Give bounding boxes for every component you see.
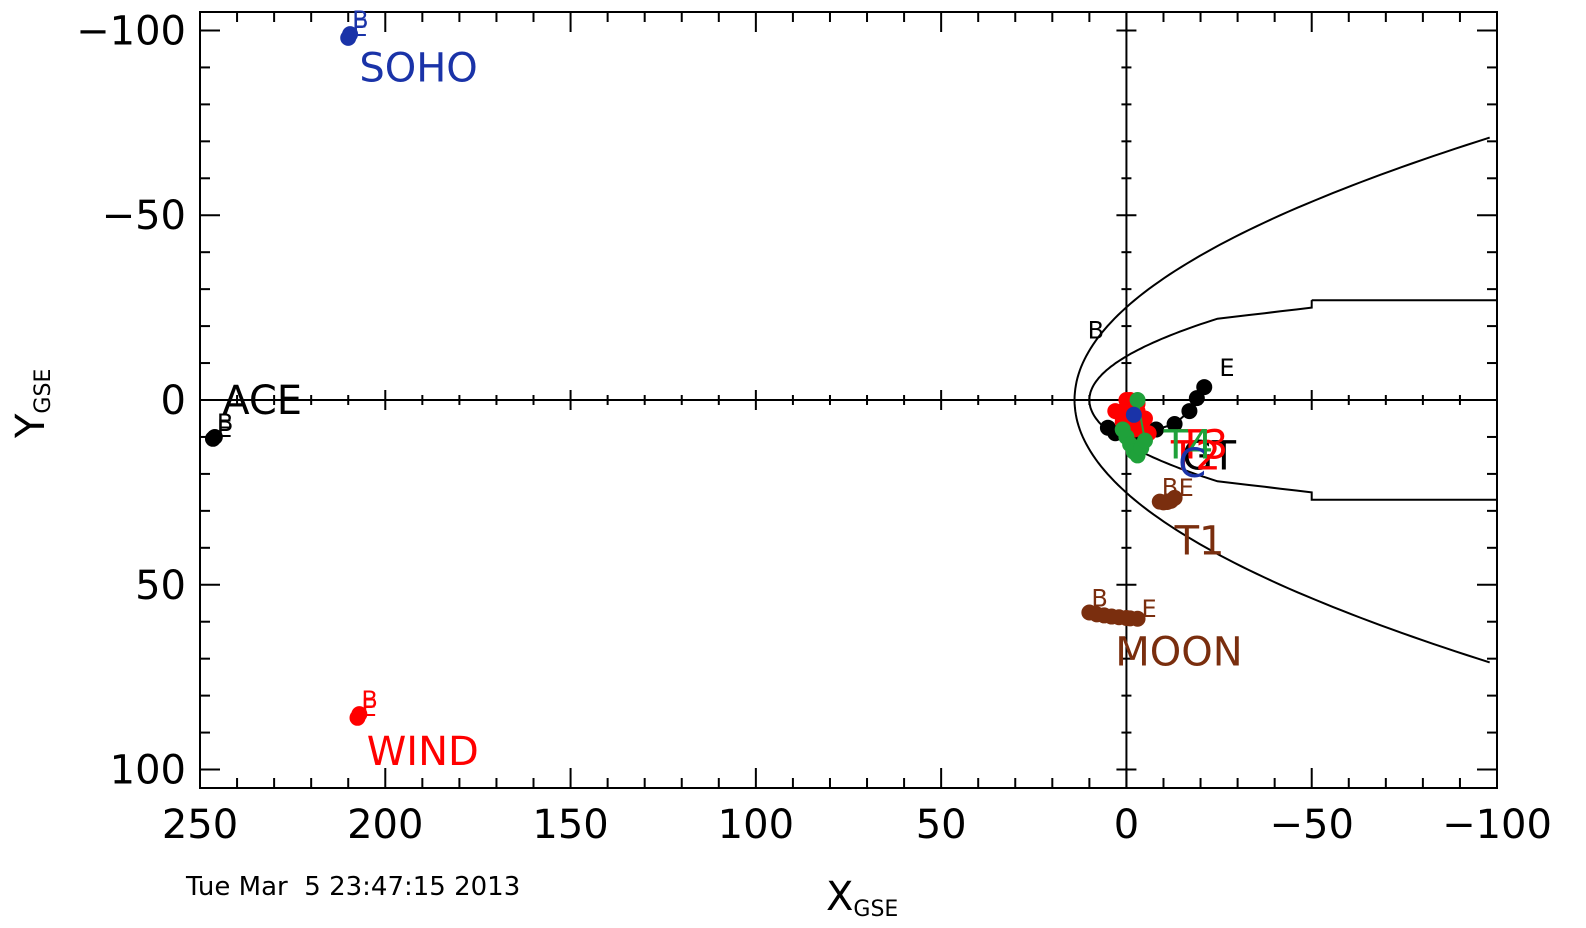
data-point: [349, 709, 366, 726]
x-tick-label: 50: [916, 802, 967, 848]
data-point: [1129, 610, 1146, 627]
x-tick-label: 200: [347, 802, 423, 848]
y-tick-label: −50: [102, 193, 186, 239]
series-name-label: C: [1178, 441, 1206, 487]
series-wind: BE WIND: [349, 686, 479, 775]
x-tick-label: −100: [1442, 802, 1552, 848]
x-tick-label: −50: [1270, 802, 1354, 848]
data-point: [1166, 416, 1183, 433]
series-moon: B E MOON: [1081, 584, 1243, 675]
y-tick-label: 0: [161, 378, 186, 424]
timestamp: Tue Mar 5 23:47:15 2013: [186, 872, 521, 902]
data-point: [1136, 432, 1153, 449]
series-name-label: ACE: [222, 378, 302, 424]
x-axis-title: XGSE: [826, 874, 898, 922]
begin-label: B: [217, 409, 233, 437]
begin-label: B: [361, 686, 377, 714]
end-label: E: [1179, 474, 1194, 502]
data-point: [1196, 379, 1213, 396]
x-tick-label: 150: [532, 802, 608, 848]
series-t1: B E T1: [1151, 474, 1225, 564]
y-tick-label: 100: [110, 748, 186, 794]
y-axis-title-wrap: YGSE: [8, 369, 56, 439]
end-label: E: [217, 415, 232, 443]
begin-label: B: [352, 6, 368, 34]
series-soho: BE SOHO: [340, 6, 478, 91]
series-name-label: SOHO: [359, 45, 477, 91]
series-name-label: MOON: [1115, 629, 1242, 675]
begin-label: B: [1088, 317, 1104, 345]
begin-label: B: [1091, 584, 1107, 612]
series-name-label: T3: [1177, 422, 1228, 468]
series-name-label: GT: [1182, 433, 1237, 479]
data-point: [1166, 489, 1183, 506]
y-tick-label: −100: [76, 8, 186, 54]
series-c: C: [1125, 406, 1206, 487]
begin-label: B: [1162, 474, 1178, 502]
data-point: [1125, 406, 1142, 423]
series-name-label: WIND: [367, 729, 479, 775]
y-axis-title: YGSE: [8, 369, 56, 439]
y-tick-label: 50: [135, 563, 186, 609]
end-label: E: [1142, 595, 1157, 623]
series-t4: T4: [1114, 392, 1213, 468]
data-point: [1129, 392, 1146, 408]
x-tick-label: 250: [162, 802, 238, 848]
data-point: [1181, 403, 1198, 420]
end-label: E: [1219, 354, 1234, 382]
tick-labels: 250 200 150 100 50 0 −50 −100 −100 −50 0 50 100: [76, 8, 1552, 848]
series-name-label: T4: [1162, 422, 1213, 468]
data-point: [340, 29, 357, 46]
end-label: E: [361, 694, 376, 722]
series-name-label: T2: [1170, 433, 1221, 479]
x-tick-label: 0: [1114, 802, 1139, 848]
end-label: E: [352, 14, 367, 42]
series-name-label: T1: [1174, 518, 1225, 564]
axes-group: [199, 11, 1498, 789]
data-point: [204, 430, 221, 447]
x-tick-label: 100: [718, 802, 794, 848]
series-gt: B E GT: [1088, 317, 1237, 480]
